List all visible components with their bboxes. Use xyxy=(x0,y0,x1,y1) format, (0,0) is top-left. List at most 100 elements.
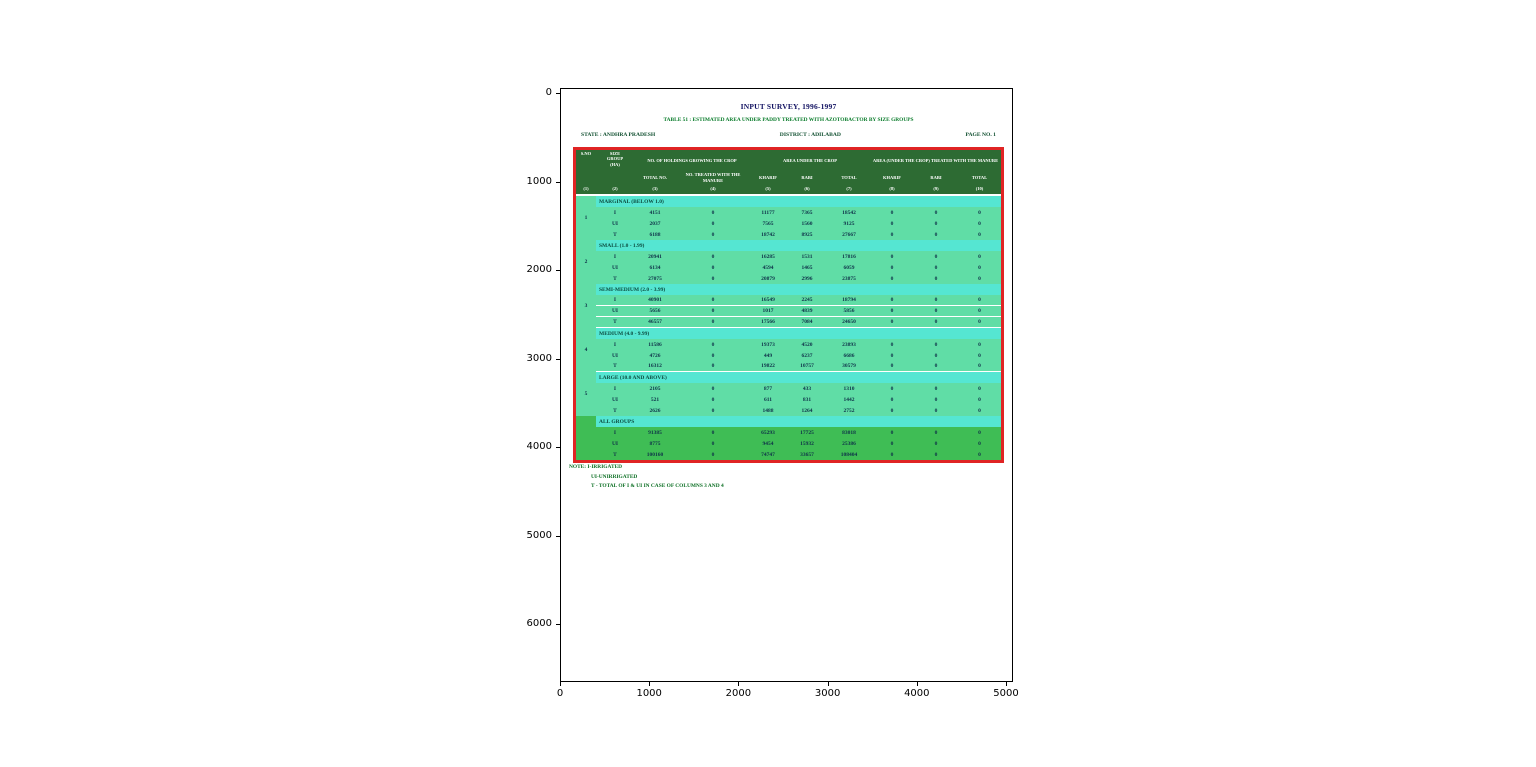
row-type-cell: T xyxy=(596,361,634,372)
header-area-group: AREA UNDER THE CROP xyxy=(750,150,870,171)
value-cell: 0 xyxy=(958,361,1001,372)
header-col-number: (7) xyxy=(828,184,870,194)
header-area-rabi: RABI xyxy=(786,171,828,184)
value-cell: 0 xyxy=(914,306,958,317)
value-cell: 0 xyxy=(676,427,750,438)
x-tick-mark xyxy=(916,682,918,686)
group-label-row: SMALL (1.0 - 1.99) xyxy=(596,240,1001,251)
value-cell: 0 xyxy=(958,273,1001,284)
group-serial xyxy=(576,416,596,460)
value-cell: 0 xyxy=(958,449,1001,460)
value-cell: 6237 xyxy=(786,350,828,361)
table-caption: TABLE 51 : ESTIMATED AREA UNDER PADDY TR… xyxy=(663,117,914,123)
value-cell: 2752 xyxy=(828,405,870,416)
group-serial: 2 xyxy=(576,240,596,284)
value-cell: 0 xyxy=(676,339,750,350)
value-cell: 4594 xyxy=(750,262,786,273)
header-holdings-group: NO. OF HOLDINGS GROWING THE CROP xyxy=(634,150,750,171)
value-cell: 521 xyxy=(634,394,676,405)
header-sno: S.NO xyxy=(576,150,596,184)
y-tick-label: 4000 xyxy=(526,441,552,452)
header-col-number: (3) xyxy=(634,184,676,194)
row-type-cell: UI xyxy=(596,350,634,361)
x-tick-mark xyxy=(827,682,829,686)
value-cell: 0 xyxy=(958,295,1001,306)
value-cell: 19373 xyxy=(750,339,786,350)
value-cell: 1442 xyxy=(828,394,870,405)
row-type-cell: I xyxy=(596,207,634,218)
value-cell: 16285 xyxy=(750,251,786,262)
value-cell: 8925 xyxy=(786,229,828,240)
value-cell: 0 xyxy=(870,361,914,372)
value-cell: 19822 xyxy=(750,361,786,372)
value-cell: 17816 xyxy=(828,251,870,262)
value-cell: 0 xyxy=(914,218,958,229)
group-label-row: LARGE (10.0 AND ABOVE) xyxy=(596,372,1001,383)
value-cell: 0 xyxy=(676,295,750,306)
group-serial: 4 xyxy=(576,328,596,372)
header-col-number: (5) xyxy=(750,184,786,194)
value-cell: 0 xyxy=(958,229,1001,240)
x-tick-mark xyxy=(738,682,740,686)
header-col-number: (1) xyxy=(576,184,596,194)
value-cell: 0 xyxy=(958,262,1001,273)
footnotes: NOTE: I-IRRIGATED UI-UNIRRIGATED T - TOTAL… xyxy=(569,463,989,492)
row-type-cell: UI xyxy=(596,306,634,317)
value-cell: 4726 xyxy=(634,350,676,361)
value-cell: 2626 xyxy=(634,405,676,416)
y-tick-mark xyxy=(556,181,560,183)
value-cell: 6059 xyxy=(828,262,870,273)
value-cell: 5656 xyxy=(634,306,676,317)
value-cell: 0 xyxy=(676,449,750,460)
value-cell: 65293 xyxy=(750,427,786,438)
value-cell: 4520 xyxy=(786,339,828,350)
value-cell: 0 xyxy=(958,207,1001,218)
value-cell: 23893 xyxy=(828,339,870,350)
y-tick-mark xyxy=(556,358,560,360)
data-table: S.NO SIZE GROUP (HA) NO. OF HOLDINGS GRO… xyxy=(573,147,1004,463)
footnote-line: T - TOTAL OF I & UI IN CASE OF COLUMNS 3… xyxy=(591,483,724,490)
value-cell: 0 xyxy=(676,350,750,361)
value-cell: 0 xyxy=(914,273,958,284)
value-cell: 0 xyxy=(676,207,750,218)
value-cell: 0 xyxy=(870,427,914,438)
district-label: DISTRICT : ADILABAD xyxy=(779,132,841,138)
value-cell: 0 xyxy=(870,405,914,416)
value-cell: 2105 xyxy=(634,383,676,394)
value-cell: 0 xyxy=(958,394,1001,405)
value-cell: 0 xyxy=(676,361,750,372)
value-cell: 20941 xyxy=(634,251,676,262)
value-cell: 15932 xyxy=(786,438,828,449)
value-cell: 0 xyxy=(958,251,1001,262)
y-tick-label: 6000 xyxy=(526,618,552,629)
value-cell: 8775 xyxy=(634,438,676,449)
value-cell: 877 xyxy=(750,383,786,394)
value-cell: 27075 xyxy=(634,273,676,284)
value-cell: 16549 xyxy=(750,295,786,306)
value-cell: 1531 xyxy=(786,251,828,262)
value-cell: 611 xyxy=(750,394,786,405)
value-cell: 1488 xyxy=(750,405,786,416)
value-cell: 20879 xyxy=(750,273,786,284)
value-cell: 0 xyxy=(870,306,914,317)
row-type-cell: UI xyxy=(596,394,634,405)
y-tick-label: 0 xyxy=(545,87,552,98)
value-cell: 10757 xyxy=(786,361,828,372)
footnote-line: NOTE: I-IRRIGATED xyxy=(569,464,623,470)
row-type-cell: UI xyxy=(596,438,634,449)
value-cell: 9454 xyxy=(750,438,786,449)
value-cell: 6686 xyxy=(828,350,870,361)
value-cell: 0 xyxy=(676,306,750,317)
row-type-cell: T xyxy=(596,449,634,460)
value-cell: 30579 xyxy=(828,361,870,372)
value-cell: 4839 xyxy=(786,306,828,317)
header-area-kharif: KHARIF xyxy=(750,171,786,184)
x-tick-label: 1000 xyxy=(636,688,662,699)
value-cell: 1310 xyxy=(828,383,870,394)
value-cell: 18542 xyxy=(828,207,870,218)
value-cell: 0 xyxy=(958,427,1001,438)
value-cell: 0 xyxy=(870,295,914,306)
value-cell: 0 xyxy=(870,394,914,405)
value-cell: 0 xyxy=(676,394,750,405)
